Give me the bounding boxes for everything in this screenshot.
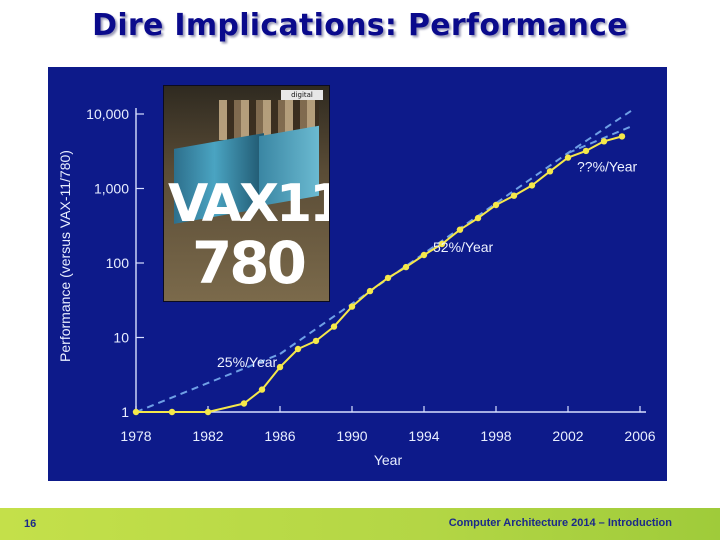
x-tick-label: 1994	[408, 428, 439, 444]
data-point	[258, 386, 266, 393]
x-axis-label: Year	[374, 452, 403, 468]
data-point	[312, 337, 320, 345]
data-point	[384, 274, 392, 282]
y-tick-label: 1,000	[94, 181, 129, 197]
growth-rate-label: 25%/Year	[217, 354, 278, 370]
x-tick-label: 1978	[120, 428, 151, 444]
growth-rate-label: 52%/Year	[433, 239, 494, 255]
footer-bar: 16 Computer Architecture 2014 – Introduc…	[0, 508, 720, 540]
slide-title: Dire Implications: Performance	[92, 8, 628, 43]
data-point	[510, 192, 518, 199]
trend-line	[567, 125, 632, 154]
trend-line	[135, 353, 281, 413]
x-tick-label: 1982	[192, 428, 223, 444]
y-axis-label: Performance (versus VAX-11/780)	[57, 150, 73, 362]
x-tick-label: 1998	[480, 428, 511, 444]
data-point	[564, 154, 572, 161]
y-tick-label: 10,000	[86, 106, 129, 122]
data-point	[132, 408, 140, 416]
data-point	[528, 182, 536, 189]
data-point	[204, 408, 212, 416]
y-tick-label: 100	[106, 255, 130, 271]
growth-rate-label: ??%/Year	[577, 158, 638, 174]
vax-11-780-photo: digital VAX11 780	[163, 85, 330, 302]
data-point	[420, 251, 428, 259]
page-number: 16	[24, 518, 37, 530]
data-point	[456, 226, 464, 233]
chart-annotations: 25%/Year 52%/Year ??%/Year	[217, 158, 638, 370]
chart-axes	[135, 108, 646, 413]
data-point	[240, 400, 248, 407]
y-tick-label: 10	[113, 330, 129, 346]
course-title: Computer Architecture 2014 – Introductio…	[448, 517, 672, 529]
data-point	[402, 263, 410, 271]
chart-ticks: 1978 1982 1986 1990 1994 1998 2002 2006 1 10 100 1,…	[86, 106, 656, 444]
x-tick-label: 1990	[336, 428, 367, 444]
vax-logo-text: VAX11	[168, 174, 330, 234]
data-point	[438, 240, 446, 248]
x-tick-label: 1986	[264, 428, 295, 444]
data-point	[474, 214, 482, 222]
performance-series	[132, 133, 626, 416]
digital-logo: digital	[281, 90, 323, 100]
x-tick-label: 2006	[624, 428, 655, 444]
data-point	[492, 201, 500, 209]
vax-model-text: 780	[191, 229, 307, 297]
data-point	[618, 133, 626, 140]
data-point	[546, 168, 554, 175]
data-point	[276, 363, 284, 371]
data-point	[582, 147, 590, 155]
data-point	[366, 287, 374, 295]
data-point	[330, 323, 338, 330]
x-tick-label: 2002	[552, 428, 583, 444]
data-point	[348, 303, 356, 310]
data-point	[168, 408, 176, 416]
trend-lines	[135, 110, 632, 413]
data-point	[294, 345, 302, 353]
data-point	[600, 138, 608, 145]
y-tick-label: 1	[121, 404, 129, 420]
